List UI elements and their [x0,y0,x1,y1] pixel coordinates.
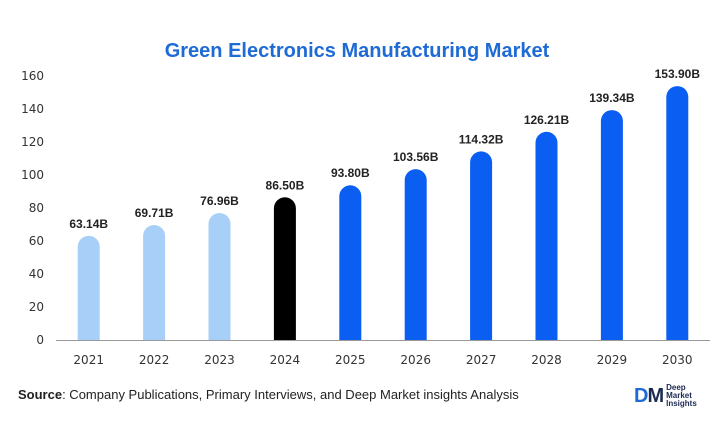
y-tick-label: 80 [29,201,44,215]
y-tick-label: 160 [21,69,44,83]
x-tick-2025: 2025 [335,353,366,367]
x-tick-2026: 2026 [400,353,431,367]
data-labels: 63.14B 69.71B 76.96B 86.50B 93.80B 103.56B 114… [69,67,700,231]
logo-mark: DM [634,384,664,407]
source-label: Source [18,387,63,402]
bars [77,86,689,340]
x-tick-2029: 2029 [597,353,628,367]
bar-2025 [339,185,362,340]
logo-text: Deep Market Insights [666,383,697,408]
source-note: Source: Company Publications, Primary In… [18,387,519,402]
x-tick-2027: 2027 [466,353,497,367]
data-label-2025: 93.80B [331,166,370,180]
bar-2023 [208,213,231,340]
y-tick-label: 100 [21,168,44,182]
bar-2024 [273,197,296,340]
y-axis: 0 20 40 60 80 100 120 140 160 [21,69,44,347]
data-label-2022: 69.71B [135,206,174,220]
x-tick-2023: 2023 [204,353,235,367]
data-label-2026: 103.56B [393,150,439,164]
y-tick-label: 60 [29,234,44,248]
source-text: : Company Publications, Primary Intervie… [62,387,519,402]
data-label-2024: 86.50B [266,178,305,192]
y-tick-label: 120 [21,135,44,149]
data-label-2028: 126.21B [524,113,570,127]
y-tick-label: 40 [29,267,44,281]
data-label-2023: 76.96B [200,194,239,208]
bar-2029 [600,110,623,340]
x-axis-ticks: 2021 2022 2023 2024 2025 2026 2027 2028 2029 2030 [73,353,692,367]
x-tick-2022: 2022 [139,353,170,367]
brand-logo: DM Deep Market Insights [634,384,697,408]
y-tick-label: 20 [29,300,44,314]
data-label-2027: 114.32B [459,132,504,146]
x-tick-2030: 2030 [662,353,693,367]
x-tick-2028: 2028 [531,353,562,367]
chart-title: Green Electronics Manufacturing Market [165,40,550,62]
bar-2022 [143,224,166,340]
data-label-2021: 63.14B [69,217,108,231]
bar-2021 [77,235,100,340]
x-tick-2024: 2024 [270,353,301,367]
y-tick-label: 0 [36,333,44,347]
bar-2027 [470,151,493,340]
bar-2028 [535,131,558,340]
data-label-2030: 153.90B [655,67,701,81]
data-label-2029: 139.34B [589,91,635,105]
bar-2030 [666,86,689,340]
bar-2026 [404,169,427,340]
x-tick-2021: 2021 [73,353,104,367]
y-tick-label: 140 [21,102,44,116]
